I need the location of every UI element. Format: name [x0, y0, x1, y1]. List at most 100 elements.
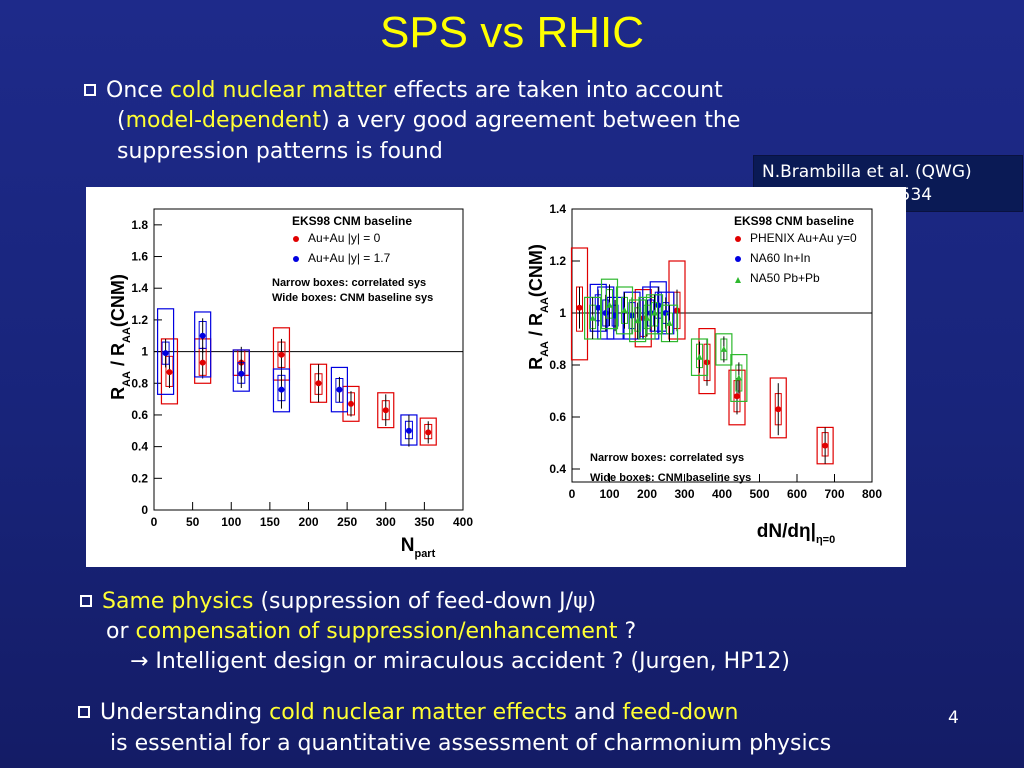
x-axis-title: Npart	[401, 535, 436, 560]
data-point	[621, 306, 628, 313]
text: (suppression of feed-down J/ψ)	[253, 589, 597, 614]
data-point	[589, 314, 596, 321]
legend-title: EKS98 CNM baseline	[292, 214, 412, 228]
x-tick-label: 300	[674, 487, 694, 501]
bullet-1-line-2: (model-dependent) a very good agreement …	[117, 106, 740, 136]
square-bullet-icon	[78, 706, 90, 718]
data-point	[734, 393, 740, 400]
x-tick-label: 200	[298, 515, 318, 529]
text: Understanding	[100, 700, 270, 725]
bullet-2-line-2: or compensation of suppression/enhanceme…	[106, 617, 636, 647]
wide-sys-box	[728, 369, 746, 426]
data-point	[651, 309, 658, 316]
data-point	[662, 310, 669, 316]
x-tick-label: 200	[637, 487, 657, 501]
highlight-text: model-dependent	[125, 108, 322, 133]
legend-entry: NA60 In+In	[750, 251, 810, 265]
wide-sys-box	[377, 392, 395, 429]
y-tick-label: 0.8	[549, 358, 566, 372]
text: ?	[617, 619, 637, 644]
legend-entry: NA50 Pb+Pb	[750, 271, 820, 285]
slide-title: SPS vs RHIC	[379, 8, 645, 57]
y-tick-label: 0.6	[549, 410, 566, 424]
x-tick-label: 300	[376, 515, 396, 529]
y-axis-title: RAA / RAA(CNM)	[108, 274, 133, 400]
wide-sys-box	[330, 366, 348, 413]
chart-note: Wide boxes: CNM baseline sys	[272, 292, 433, 304]
highlight-text: cold nuclear matter	[169, 78, 387, 103]
y-tick-label: 1	[141, 345, 148, 359]
wide-sys-box	[730, 354, 748, 403]
y-tick-label: 0.4	[549, 462, 566, 476]
data-point	[405, 427, 412, 434]
text: effects are taken into account	[386, 78, 723, 103]
wide-sys-box	[570, 247, 589, 361]
x-tick-label: 600	[787, 487, 807, 501]
data-point	[425, 429, 432, 436]
data-point	[199, 332, 206, 339]
highlight-text: feed-down	[622, 700, 739, 725]
y-axis-title-part: R	[108, 387, 128, 400]
x-axis-title-main: dN/dη|	[757, 521, 816, 542]
wide-sys-box	[769, 377, 787, 439]
data-point	[775, 406, 782, 413]
data-point	[278, 351, 285, 358]
y-tick-label: 0.4	[131, 440, 148, 454]
wide-sys-box	[600, 278, 619, 330]
data-point	[696, 353, 703, 360]
data-point	[382, 407, 389, 414]
x-tick-label: 800	[862, 487, 882, 501]
x-tick-label: 150	[260, 515, 280, 529]
y-axis-title-part: (CNM)	[526, 244, 546, 297]
wide-sys-box	[342, 385, 360, 422]
y-axis-title-part: / R	[108, 343, 128, 371]
y-axis-title-part: / R	[526, 313, 546, 341]
y-axis-title-part: (CNM)	[108, 274, 128, 327]
data-point	[720, 345, 727, 352]
bullet-1-line-1: Once cold nuclear matter effects are tak…	[84, 76, 723, 106]
x-tick-label: 350	[414, 515, 434, 529]
highlight-text: Same physics	[102, 589, 254, 614]
wide-sys-box	[715, 333, 733, 366]
y-tick-label: 1.2	[131, 313, 148, 327]
reference-line-1: N.Brambilla et al. (QWG)	[762, 162, 972, 182]
square-bullet-icon	[80, 595, 92, 607]
text: ) a very good agreement between the	[321, 108, 741, 133]
data-point	[822, 442, 829, 449]
chart-note: Wide boxes: CNM baseline sys	[590, 472, 751, 484]
x-tick-label: 0	[569, 487, 576, 501]
y-axis-title-part: AA	[121, 371, 133, 387]
wide-sys-box	[232, 349, 250, 392]
y-tick-label: 1.4	[549, 202, 566, 216]
y-tick-label: 0.2	[131, 471, 148, 485]
y-tick-label: 1.8	[131, 218, 148, 232]
plot-frame	[571, 208, 873, 483]
data-point	[606, 301, 613, 308]
charts-svg: 0 0.2 0.4 0.6 0.8 1 1.2 1.4 1.6 1.8 0 50 100 150 200 25…	[108, 202, 882, 560]
legend-marker	[293, 256, 299, 262]
x-tick-label: 500	[749, 487, 769, 501]
data-point	[347, 400, 354, 407]
plots-panel: 0 0.2 0.4 0.6 0.8 1 1.2 1.4 1.6 1.8 0 50 100 150 200 25…	[86, 187, 906, 567]
y-tick-label: 1.2	[549, 254, 566, 268]
page-number: 4	[948, 708, 959, 728]
wide-sys-box	[615, 286, 634, 335]
data-point	[162, 350, 169, 357]
x-axis-title-sub: part	[414, 548, 435, 560]
y-axis-title-part: AA	[539, 341, 551, 357]
bullet-2-line-3: → Intelligent design or miraculous accid…	[130, 649, 790, 674]
wide-sys-box	[272, 368, 291, 413]
y-tick-label: 1	[559, 306, 566, 320]
wide-sys-box	[645, 294, 664, 335]
highlight-text: cold nuclear matter effects	[269, 700, 568, 725]
data-point	[278, 386, 285, 393]
y-axis-title-part: AA	[539, 297, 551, 313]
wide-sys-box	[629, 299, 647, 343]
chart-note: Narrow boxes: correlated sys	[590, 452, 744, 464]
bullet-3-line-1: Understanding cold nuclear matter effect…	[78, 698, 739, 728]
wide-sys-box	[690, 338, 709, 377]
legend-marker	[735, 236, 741, 242]
data-point	[199, 359, 206, 366]
x-tick-label: 400	[453, 515, 473, 529]
text: (	[117, 108, 126, 133]
